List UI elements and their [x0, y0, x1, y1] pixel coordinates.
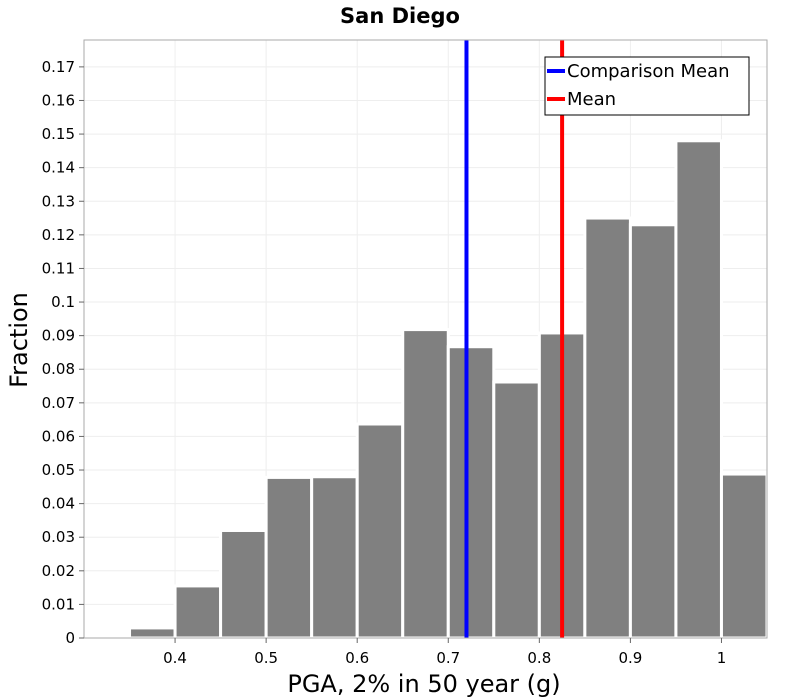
plot-frame [83, 39, 768, 639]
y-tick-label: 0.07 [42, 394, 75, 412]
x-axis-label: PGA, 2% in 50 year (g) [287, 670, 560, 698]
y-tick-label: 0.08 [42, 360, 75, 378]
histogram-bar [492, 380, 541, 640]
y-tick-label: 0.1 [51, 293, 75, 311]
x-tick-label: 0.4 [163, 649, 187, 667]
y-tick-label: 0.14 [42, 159, 75, 177]
histogram-bar [173, 584, 223, 640]
x-tick-label: 0.8 [527, 649, 551, 667]
legend: Comparison Mean Mean [544, 56, 750, 116]
x-tick-label: 0.9 [618, 649, 642, 667]
legend-label-comparison-mean: Comparison Mean [567, 61, 730, 82]
histogram-bar [355, 422, 405, 640]
y-tick-label: 0.02 [42, 562, 75, 580]
y-axis-label: Fraction [5, 292, 33, 388]
histogram-bar [401, 328, 450, 640]
x-tick-label: 0.7 [436, 649, 460, 667]
histogram-bar [264, 475, 314, 640]
legend-box [544, 56, 750, 116]
histogram-bar [719, 472, 769, 640]
y-tick-label: 0.04 [42, 495, 75, 513]
x-tick-label: 0.6 [345, 649, 369, 667]
y-tick-label: 0.12 [42, 226, 75, 244]
x-axis-ticks: 0.4 0.5 0.6 0.7 0.8 0.9 1 [163, 638, 726, 667]
y-tick-label: 0.13 [42, 192, 75, 210]
reference-lines [464, 40, 565, 638]
histogram-bar [583, 216, 632, 640]
y-tick-label: 0.15 [42, 125, 75, 143]
y-tick-label: 0.03 [42, 528, 75, 546]
x-tick-label: 1 [717, 649, 727, 667]
y-tick-label: 0 [65, 629, 75, 647]
y-tick-label: 0.17 [42, 58, 75, 76]
y-axis-ticks: 0 0.01 0.02 0.03 0.04 0.05 0.06 0.07 0.08 0.09 0.1… [42, 58, 84, 647]
y-tick-label: 0.06 [42, 427, 75, 445]
histogram-bar [128, 626, 177, 640]
chart-title: San Diego [340, 4, 460, 28]
histogram-bar [219, 528, 268, 640]
y-tick-label: 0.16 [42, 91, 75, 109]
y-tick-label: 0.05 [42, 461, 75, 479]
x-tick-label: 0.5 [254, 649, 278, 667]
y-tick-label: 0.09 [42, 327, 75, 345]
histogram-bar [674, 139, 723, 640]
legend-label-mean: Mean [567, 89, 616, 110]
histogram-bar [310, 475, 359, 640]
y-tick-label: 0.01 [42, 595, 75, 613]
y-tick-label: 0.11 [42, 259, 75, 277]
histogram-bar [446, 345, 496, 640]
histogram-bar [628, 223, 678, 640]
